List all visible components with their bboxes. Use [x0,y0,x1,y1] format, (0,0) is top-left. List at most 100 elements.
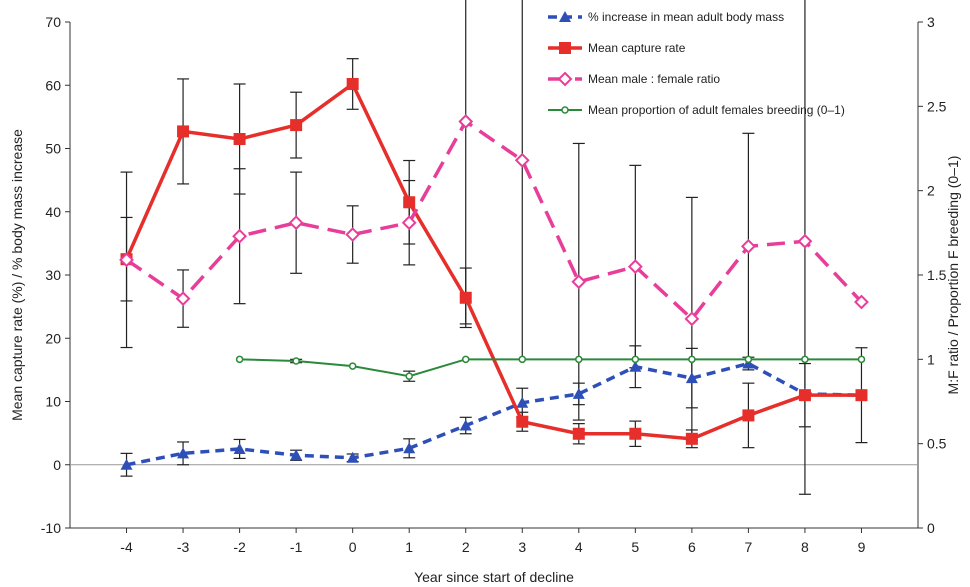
x-tick-label: -1 [290,539,303,555]
legend-label: Mean male : female ratio [588,72,720,86]
series-line [125,118,863,322]
data-point [518,355,527,364]
data-point [405,372,413,380]
data-point [572,427,585,440]
data-point [559,11,571,22]
data-point [177,447,190,459]
data-point [685,372,698,384]
data-point [348,362,357,370]
error-bars-0 [120,345,755,477]
y-left-tick-label: 70 [45,14,61,30]
x-tick-label: 6 [688,539,696,555]
data-point [685,432,698,445]
data-point [559,42,571,54]
x-tick-label: 2 [462,539,470,555]
data-point [797,233,813,249]
data-point [459,291,472,304]
data-point [233,133,246,146]
data-point [232,228,248,244]
data-point [345,227,361,242]
y-right-tick-label: 0.5 [927,436,947,452]
data-point [235,355,244,364]
data-point [854,294,869,310]
legend: % increase in mean adult body mass Mean c… [548,10,845,117]
y-left-tick-label: 10 [45,394,61,410]
data-point [571,274,587,290]
data-point [557,71,573,87]
data-point [458,114,474,129]
data-point [119,252,134,268]
data-point [857,355,866,364]
legend-entry: Mean capture rate [548,41,686,55]
data-point [459,419,472,431]
data-point [292,357,300,365]
data-point [744,355,753,364]
x-tick-label: 9 [858,539,866,555]
y-right-tick-label: 0 [927,520,935,536]
y-right-tick-label: 1.5 [927,267,947,283]
y-right-tick-label: 2.5 [927,98,947,114]
y-left-tick-label: 50 [45,141,61,157]
data-point [855,389,868,402]
x-tick-label: 4 [575,539,583,555]
x-tick-label: 1 [405,539,413,555]
y-left-tick-label: 0 [53,457,61,473]
data-point [798,389,811,402]
y-axis-left-title: Mean capture rate (%) / % body mass incr… [9,129,25,421]
data-point [801,355,809,364]
series-2 [119,114,869,327]
x-tick-label: 7 [745,539,753,555]
y-right-tick-label: 2 [927,183,935,199]
x-tick-label: -2 [233,539,246,555]
x-tick-label: 3 [518,539,526,555]
data-point [288,215,304,231]
y-left-tick-label: -10 [41,520,61,536]
y-left-tick-label: 40 [45,204,61,220]
data-point [401,215,417,231]
legend-entry: Mean male : female ratio [548,71,720,87]
data-point [631,355,640,364]
data-point [514,152,530,168]
data-point [403,196,416,209]
data-point [403,442,416,454]
data-point [688,355,696,364]
data-point [629,360,642,372]
series-1 [120,77,868,445]
data-point [575,355,583,364]
series-3 [235,355,866,380]
x-tick-label: 8 [801,539,809,555]
data-point [290,449,303,461]
y-left-tick-label: 30 [45,267,61,283]
error-bars-1 [120,58,868,449]
y-left-tick-label: 60 [45,77,61,93]
data-point [461,355,470,364]
data-point [627,259,643,274]
x-tick-label: 0 [349,539,357,555]
data-point [346,77,359,90]
data-point [290,119,303,132]
data-point [561,106,569,114]
series-line [126,361,862,467]
data-point [572,387,585,399]
data-point [233,442,246,454]
legend-label: % increase in mean adult body mass [588,10,784,24]
data-point [346,451,359,463]
data-point [516,415,529,428]
y-left-tick-label: 20 [45,330,61,346]
data-point [516,396,529,408]
data-point [740,238,756,254]
legend-label: Mean capture rate [588,41,686,55]
y-right-tick-label: 3 [927,14,935,30]
y-right-tick-label: 1 [927,351,935,367]
data-point [177,125,190,138]
x-tick-label: -3 [177,539,190,555]
x-axis-title: Year since start of decline [414,569,574,585]
data-point [629,427,642,440]
data-point [175,291,191,307]
y-axis-right-title: M:F ratio / Proportion F breeding (0–1) [945,156,961,395]
legend-entry: Mean proportion of adult females breedin… [548,103,845,117]
x-tick-label: -4 [120,539,133,555]
data-point [120,458,133,470]
